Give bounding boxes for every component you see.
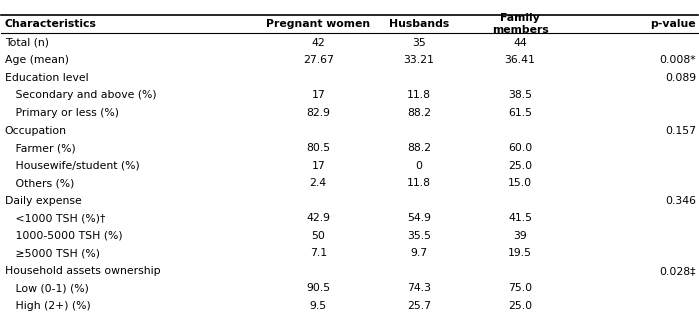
Text: Daily expense: Daily expense [5,196,82,206]
Text: 17: 17 [311,161,325,171]
Text: 88.2: 88.2 [407,143,431,153]
Text: Occupation: Occupation [5,126,67,136]
Text: 25.0: 25.0 [508,301,532,311]
Text: 38.5: 38.5 [508,90,532,100]
Text: 2.4: 2.4 [310,178,326,188]
Text: Characteristics: Characteristics [5,19,96,29]
Text: 7.1: 7.1 [310,248,326,258]
Text: 75.0: 75.0 [508,283,532,293]
Text: Farmer (%): Farmer (%) [5,143,75,153]
Text: Husbands: Husbands [389,19,449,29]
Text: 80.5: 80.5 [306,143,330,153]
Text: Age (mean): Age (mean) [5,55,69,65]
Text: 17: 17 [311,90,325,100]
Text: 42: 42 [311,38,325,48]
Text: 0.089: 0.089 [665,73,696,83]
Text: 61.5: 61.5 [508,108,532,118]
Text: 42.9: 42.9 [306,213,330,223]
Text: 74.3: 74.3 [407,283,431,293]
Text: 54.9: 54.9 [407,213,431,223]
Text: 35.5: 35.5 [407,231,431,241]
Text: 0.346: 0.346 [665,196,696,206]
Text: 88.2: 88.2 [407,108,431,118]
Text: Secondary and above (%): Secondary and above (%) [5,90,157,100]
Text: 9.5: 9.5 [310,301,326,311]
Text: 19.5: 19.5 [508,248,532,258]
Text: ≥5000 TSH (%): ≥5000 TSH (%) [5,248,100,258]
Text: 60.0: 60.0 [508,143,532,153]
Text: 35: 35 [412,38,426,48]
Text: Primary or less (%): Primary or less (%) [5,108,119,118]
Text: 82.9: 82.9 [306,108,330,118]
Text: Household assets ownership: Household assets ownership [5,266,161,276]
Text: Education level: Education level [5,73,89,83]
Text: 44: 44 [513,38,527,48]
Text: 0.028‡: 0.028‡ [660,266,696,276]
Text: 0.008*: 0.008* [660,55,696,65]
Text: Total (n): Total (n) [5,38,49,48]
Text: 11.8: 11.8 [407,90,431,100]
Text: 36.41: 36.41 [505,55,535,65]
Text: 0: 0 [416,161,423,171]
Text: 25.7: 25.7 [407,301,431,311]
Text: Others (%): Others (%) [5,178,74,188]
Text: <1000 TSH (%)†: <1000 TSH (%)† [5,213,106,223]
Text: Family
members: Family members [491,13,549,35]
Text: p-value: p-value [651,19,696,29]
Text: 41.5: 41.5 [508,213,532,223]
Text: 33.21: 33.21 [404,55,435,65]
Text: 11.8: 11.8 [407,178,431,188]
Text: 15.0: 15.0 [508,178,532,188]
Text: 90.5: 90.5 [306,283,330,293]
Text: Low (0-1) (%): Low (0-1) (%) [5,283,89,293]
Text: 1000-5000 TSH (%): 1000-5000 TSH (%) [5,231,122,241]
Text: Pregnant women: Pregnant women [266,19,370,29]
Text: 27.67: 27.67 [303,55,333,65]
Text: 39: 39 [513,231,527,241]
Text: 25.0: 25.0 [508,161,532,171]
Text: High (2+) (%): High (2+) (%) [5,301,91,311]
Text: 9.7: 9.7 [410,248,428,258]
Text: 0.157: 0.157 [665,126,696,136]
Text: 50: 50 [311,231,325,241]
Text: Housewife/student (%): Housewife/student (%) [5,161,140,171]
